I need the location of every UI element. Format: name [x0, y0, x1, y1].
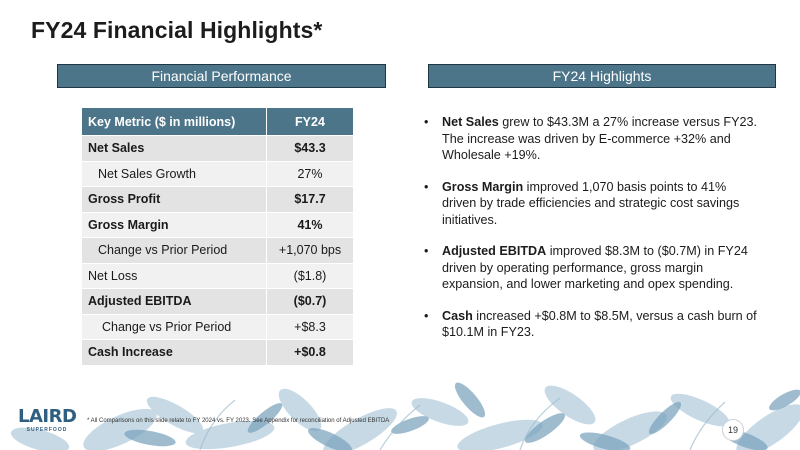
- metric-value: ($0.7): [266, 288, 353, 315]
- highlight-term: Gross Margin: [442, 179, 524, 194]
- financial-performance-header-label: Financial Performance: [151, 68, 292, 84]
- bullet-marker: •: [424, 308, 429, 323]
- page-title: FY24 Financial Highlights*: [31, 17, 323, 43]
- highlights-list: • Net Sales grew to $43.3M a 27% increas…: [422, 114, 762, 356]
- metric-value: 27%: [266, 161, 353, 187]
- column-header-metric: Key Metric ($ in millions): [82, 108, 267, 136]
- table-row: Gross Profit $17.7: [82, 186, 353, 213]
- highlight-text: increased +$0.8M to $8.5M, versus a cash…: [442, 308, 757, 340]
- metric-label: Change vs Prior Period: [82, 314, 267, 340]
- bullet-marker: •: [424, 179, 429, 194]
- highlight-term: Adjusted EBITDA: [442, 244, 547, 258]
- logo-wordmark: LAIRD: [18, 406, 77, 427]
- metric-label: Net Sales: [82, 135, 267, 162]
- list-item: • Cash increased +$0.8M to $8.5M, versus…: [422, 308, 762, 341]
- metric-value: +$8.3: [266, 314, 353, 340]
- page-number: 19: [722, 419, 744, 441]
- highlight-term: Cash: [442, 308, 473, 323]
- table-header-row: Key Metric ($ in millions) FY24: [82, 108, 353, 136]
- metric-label: Gross Margin: [82, 212, 267, 238]
- metric-value: +1,070 bps: [266, 237, 353, 264]
- metric-label: Gross Profit: [82, 186, 267, 213]
- list-item: • Gross Margin improved 1,070 basis poin…: [422, 179, 762, 229]
- highlight-term: Net Sales: [442, 115, 499, 129]
- metric-label: Cash Increase: [82, 339, 267, 366]
- table-row: Net Sales $43.3: [82, 135, 353, 162]
- highlight-text: improved $8.3M to ($0.7M) in FY24 driven…: [442, 244, 748, 291]
- highlight-text: improved 1,070 basis points to 41% drive…: [442, 179, 740, 227]
- table-row: Gross Margin 41%: [82, 212, 353, 238]
- metric-value: +$0.8: [266, 339, 353, 366]
- bullet-marker: •: [424, 244, 429, 258]
- list-item: • Adjusted EBITDA improved $8.3M to ($0.…: [422, 243, 762, 293]
- fy24-highlights-header: FY24 Highlights: [428, 64, 776, 88]
- financial-performance-header: Financial Performance: [57, 64, 386, 88]
- metric-value: $43.3: [266, 135, 353, 162]
- key-metrics-table: Key Metric ($ in millions) FY24 Net Sale…: [82, 108, 353, 366]
- table-row: Net Sales Growth 27%: [82, 161, 353, 187]
- table-row: Net Loss ($1.8): [82, 263, 353, 289]
- logo-subtitle: SUPERFOOD: [26, 427, 68, 433]
- highlight-text: grew to $43.3M a 27% increase versus FY2…: [442, 115, 758, 162]
- metric-label: Net Loss: [82, 263, 267, 289]
- metric-label: Net Sales Growth: [82, 161, 267, 187]
- list-item: • Net Sales grew to $43.3M a 27% increas…: [422, 114, 762, 164]
- table-row: Change vs Prior Period +1,070 bps: [82, 237, 353, 264]
- metric-label: Adjusted EBITDA: [82, 288, 267, 315]
- bullet-marker: •: [424, 115, 429, 129]
- laird-superfood-logo: LAIRD SUPERFOOD: [18, 406, 77, 434]
- metric-value: ($1.8): [266, 263, 353, 289]
- metric-label: Change vs Prior Period: [82, 237, 267, 264]
- metric-value: 41%: [266, 212, 353, 238]
- table-row: Cash Increase +$0.8: [82, 339, 353, 366]
- table-row: Change vs Prior Period +$8.3: [82, 314, 353, 340]
- metric-value: $17.7: [266, 186, 353, 213]
- table-row: Adjusted EBITDA ($0.7): [82, 288, 353, 315]
- column-header-fy24: FY24: [266, 108, 353, 136]
- fy24-highlights-header-label: FY24 Highlights: [552, 68, 652, 84]
- footnote: * All Comparisons on this slide relate t…: [87, 418, 390, 424]
